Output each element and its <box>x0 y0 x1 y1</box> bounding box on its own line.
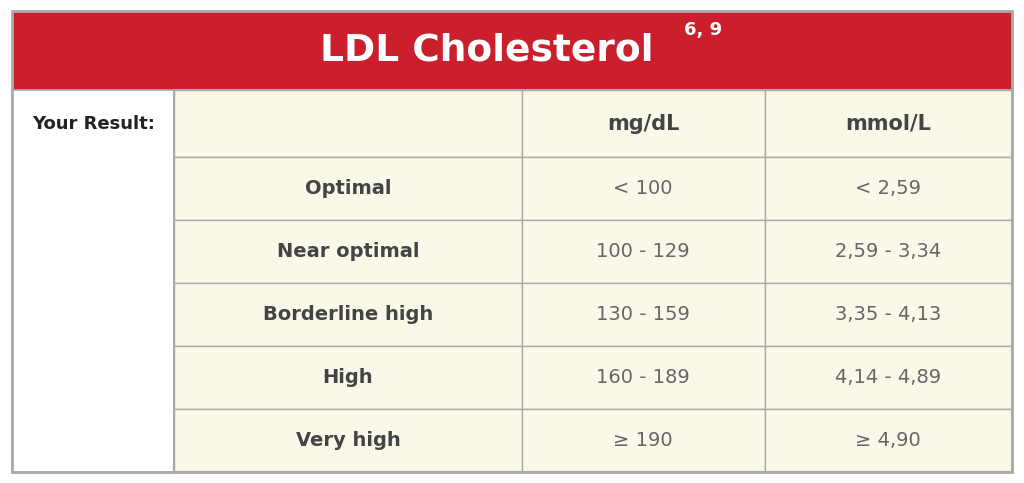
Text: 130 - 159: 130 - 159 <box>596 305 690 324</box>
Text: 6, 9: 6, 9 <box>684 21 722 39</box>
Text: 100 - 129: 100 - 129 <box>596 242 690 261</box>
Text: < 100: < 100 <box>613 179 673 198</box>
Bar <box>765 409 1012 472</box>
Bar <box>765 346 1012 409</box>
Bar <box>12 11 1012 90</box>
Text: mmol/L: mmol/L <box>845 114 931 134</box>
Text: 160 - 189: 160 - 189 <box>596 368 690 387</box>
Bar <box>521 157 765 220</box>
Bar <box>521 90 765 157</box>
Bar <box>174 346 521 409</box>
Text: Optimal: Optimal <box>304 179 391 198</box>
Bar <box>12 90 174 472</box>
Bar <box>174 90 1012 472</box>
Text: 4,14 - 4,89: 4,14 - 4,89 <box>836 368 941 387</box>
Text: 3,35 - 4,13: 3,35 - 4,13 <box>835 305 941 324</box>
Text: Your Result:: Your Result: <box>32 114 155 133</box>
Text: Borderline high: Borderline high <box>263 305 433 324</box>
Text: Very high: Very high <box>296 431 400 450</box>
Bar <box>174 220 521 283</box>
Text: 2,59 - 3,34: 2,59 - 3,34 <box>835 242 941 261</box>
Bar <box>521 409 765 472</box>
Bar <box>765 283 1012 346</box>
Bar <box>174 90 521 157</box>
Bar <box>521 220 765 283</box>
Text: LDL Cholesterol: LDL Cholesterol <box>319 32 653 69</box>
Bar <box>521 283 765 346</box>
Bar <box>174 283 521 346</box>
Bar <box>174 157 521 220</box>
Bar <box>765 220 1012 283</box>
Bar <box>521 346 765 409</box>
Text: < 2,59: < 2,59 <box>855 179 922 198</box>
Text: ≥ 190: ≥ 190 <box>613 431 673 450</box>
Bar <box>765 157 1012 220</box>
Text: Near optimal: Near optimal <box>276 242 419 261</box>
Text: ≥ 4,90: ≥ 4,90 <box>855 431 921 450</box>
Bar <box>174 409 521 472</box>
Text: mg/dL: mg/dL <box>607 114 679 134</box>
Bar <box>765 90 1012 157</box>
Text: High: High <box>323 368 373 387</box>
